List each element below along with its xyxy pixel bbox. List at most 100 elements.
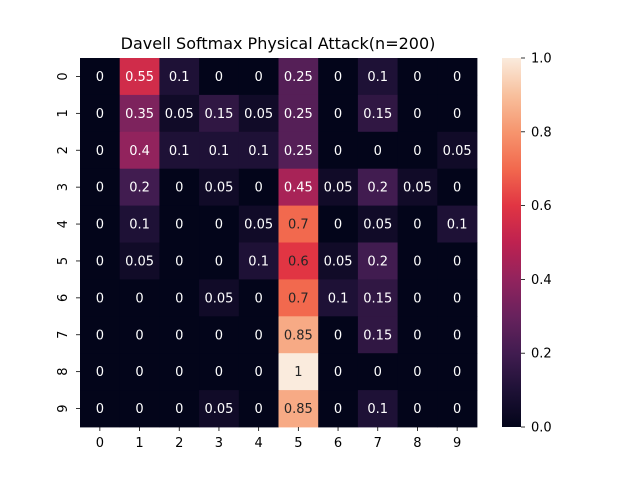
- cell-value-label: 0: [215, 365, 223, 380]
- heatmap-cell: [80, 353, 121, 391]
- colorbar-tick-label: 0.8: [531, 125, 552, 140]
- cell-value-label: 0.35: [125, 107, 154, 122]
- cell-value-label: 0: [255, 328, 263, 343]
- cell-value-label: 0: [96, 328, 104, 343]
- heatmap-cell: [119, 205, 160, 243]
- heatmap-cell: [437, 279, 478, 317]
- cell-value-label: 0: [453, 365, 461, 380]
- cell-value-label: 0: [413, 107, 421, 122]
- cell-value-label: 0: [374, 365, 382, 380]
- heatmap-cell-labels: 0 0.55 0.1 0 0 0.25 0 0.1 0 0 0 0.35 0.05 0.15 0.05 0.2…: [96, 70, 472, 417]
- heatmap-cell: [238, 205, 279, 243]
- heatmap-cell: [357, 58, 398, 96]
- cell-value-label: 0: [175, 181, 183, 196]
- cell-value-label: 0: [96, 218, 104, 233]
- heatmap-cell: [357, 390, 398, 428]
- heatmap-cell: [80, 131, 121, 170]
- cell-value-label: 0.2: [129, 181, 150, 196]
- heatmap-cell: [318, 94, 359, 133]
- heatmap-cell: [318, 353, 359, 391]
- cell-value-label: 0.05: [443, 144, 472, 159]
- cell-value-label: 0.05: [125, 254, 154, 269]
- heatmap-cell: [80, 316, 121, 354]
- cell-value-label: 0.2: [367, 181, 388, 196]
- cell-value-label: 0.7: [288, 291, 309, 306]
- heatmap-cell: [437, 94, 478, 133]
- heatmap-cell: [199, 58, 240, 96]
- chart-title: Davell Softmax Physical Attack(n=200): [121, 34, 436, 53]
- heatmap-cell: [119, 94, 160, 133]
- heatmap-cell: [159, 242, 200, 280]
- heatmap-cell: [80, 168, 121, 206]
- heatmap-cell: [397, 279, 438, 317]
- heatmap-cell: [278, 353, 319, 391]
- y-tick-label: 2: [56, 146, 71, 154]
- heatmap-cell: [238, 279, 279, 317]
- heatmap-cell: [318, 58, 359, 96]
- heatmap-cell: [397, 205, 438, 243]
- x-tick-label: 8: [413, 436, 421, 451]
- y-tick-label: 5: [56, 257, 71, 265]
- cell-value-label: 0.25: [284, 70, 313, 85]
- cell-value-label: 0: [255, 181, 263, 196]
- heatmap-cell: [159, 279, 200, 317]
- cell-value-label: 0: [453, 254, 461, 269]
- heatmap-cell: [119, 316, 160, 354]
- cell-value-label: 0.1: [328, 291, 349, 306]
- heatmap-cell: [278, 390, 319, 428]
- x-tick-label: 7: [374, 436, 382, 451]
- heatmap-cell: [278, 242, 319, 280]
- heatmap-cell: [80, 94, 121, 133]
- heatmap-cell: [159, 316, 200, 354]
- heatmap-cell: [397, 168, 438, 206]
- colorbar-tick-label: 1.0: [531, 52, 552, 67]
- heatmap-cell: [318, 242, 359, 280]
- y-axis: 0 1 2 3 4 5 6 7 8 9: [56, 72, 80, 413]
- heatmap-cell: [238, 94, 279, 133]
- cell-value-label: 0: [135, 328, 143, 343]
- cell-value-label: 0: [255, 365, 263, 380]
- y-tick-label: 7: [56, 331, 71, 339]
- cell-value-label: 0.7: [288, 218, 309, 233]
- heatmap-cells: [80, 58, 478, 428]
- cell-value-label: 0: [334, 218, 342, 233]
- heatmap-cell: [199, 279, 240, 317]
- x-tick-label: 4: [255, 436, 263, 451]
- x-tick-label: 9: [453, 436, 461, 451]
- heatmap-cell: [238, 353, 279, 391]
- heatmap-cell: [238, 242, 279, 280]
- heatmap-cell: [437, 168, 478, 206]
- cell-value-label: 0: [334, 70, 342, 85]
- heatmap-cell: [318, 390, 359, 428]
- cell-value-label: 0: [175, 218, 183, 233]
- heatmap-cell: [238, 168, 279, 206]
- heatmap-cell: [119, 390, 160, 428]
- cell-value-label: 0.05: [204, 402, 233, 417]
- x-tick-label: 2: [175, 436, 183, 451]
- colorbar-gradient: [502, 58, 521, 427]
- cell-value-label: 0: [374, 144, 382, 159]
- colorbar-tick-label: 0.6: [531, 199, 552, 214]
- cell-value-label: 0.1: [169, 70, 190, 85]
- heatmap-cell: [119, 131, 160, 170]
- cell-value-label: 0.05: [403, 181, 432, 196]
- heatmap-cell: [199, 353, 240, 391]
- heatmap-cell: [397, 390, 438, 428]
- heatmap-cell: [80, 242, 121, 280]
- heatmap-cell: [357, 353, 398, 391]
- heatmap-cell: [199, 131, 240, 170]
- heatmap-cell: [397, 94, 438, 133]
- cell-value-label: 0.1: [169, 144, 190, 159]
- heatmap-cell: [357, 94, 398, 133]
- cell-value-label: 0: [96, 254, 104, 269]
- cell-value-label: 0: [453, 181, 461, 196]
- heatmap-cell: [437, 353, 478, 391]
- heatmap-cell: [119, 279, 160, 317]
- heatmap-cell: [278, 205, 319, 243]
- heatmap-cell: [357, 205, 398, 243]
- heatmap-cell: [437, 242, 478, 280]
- cell-value-label: 0: [175, 328, 183, 343]
- heatmap-cell: [159, 131, 200, 170]
- heatmap-cell: [159, 94, 200, 133]
- heatmap-cell: [357, 131, 398, 170]
